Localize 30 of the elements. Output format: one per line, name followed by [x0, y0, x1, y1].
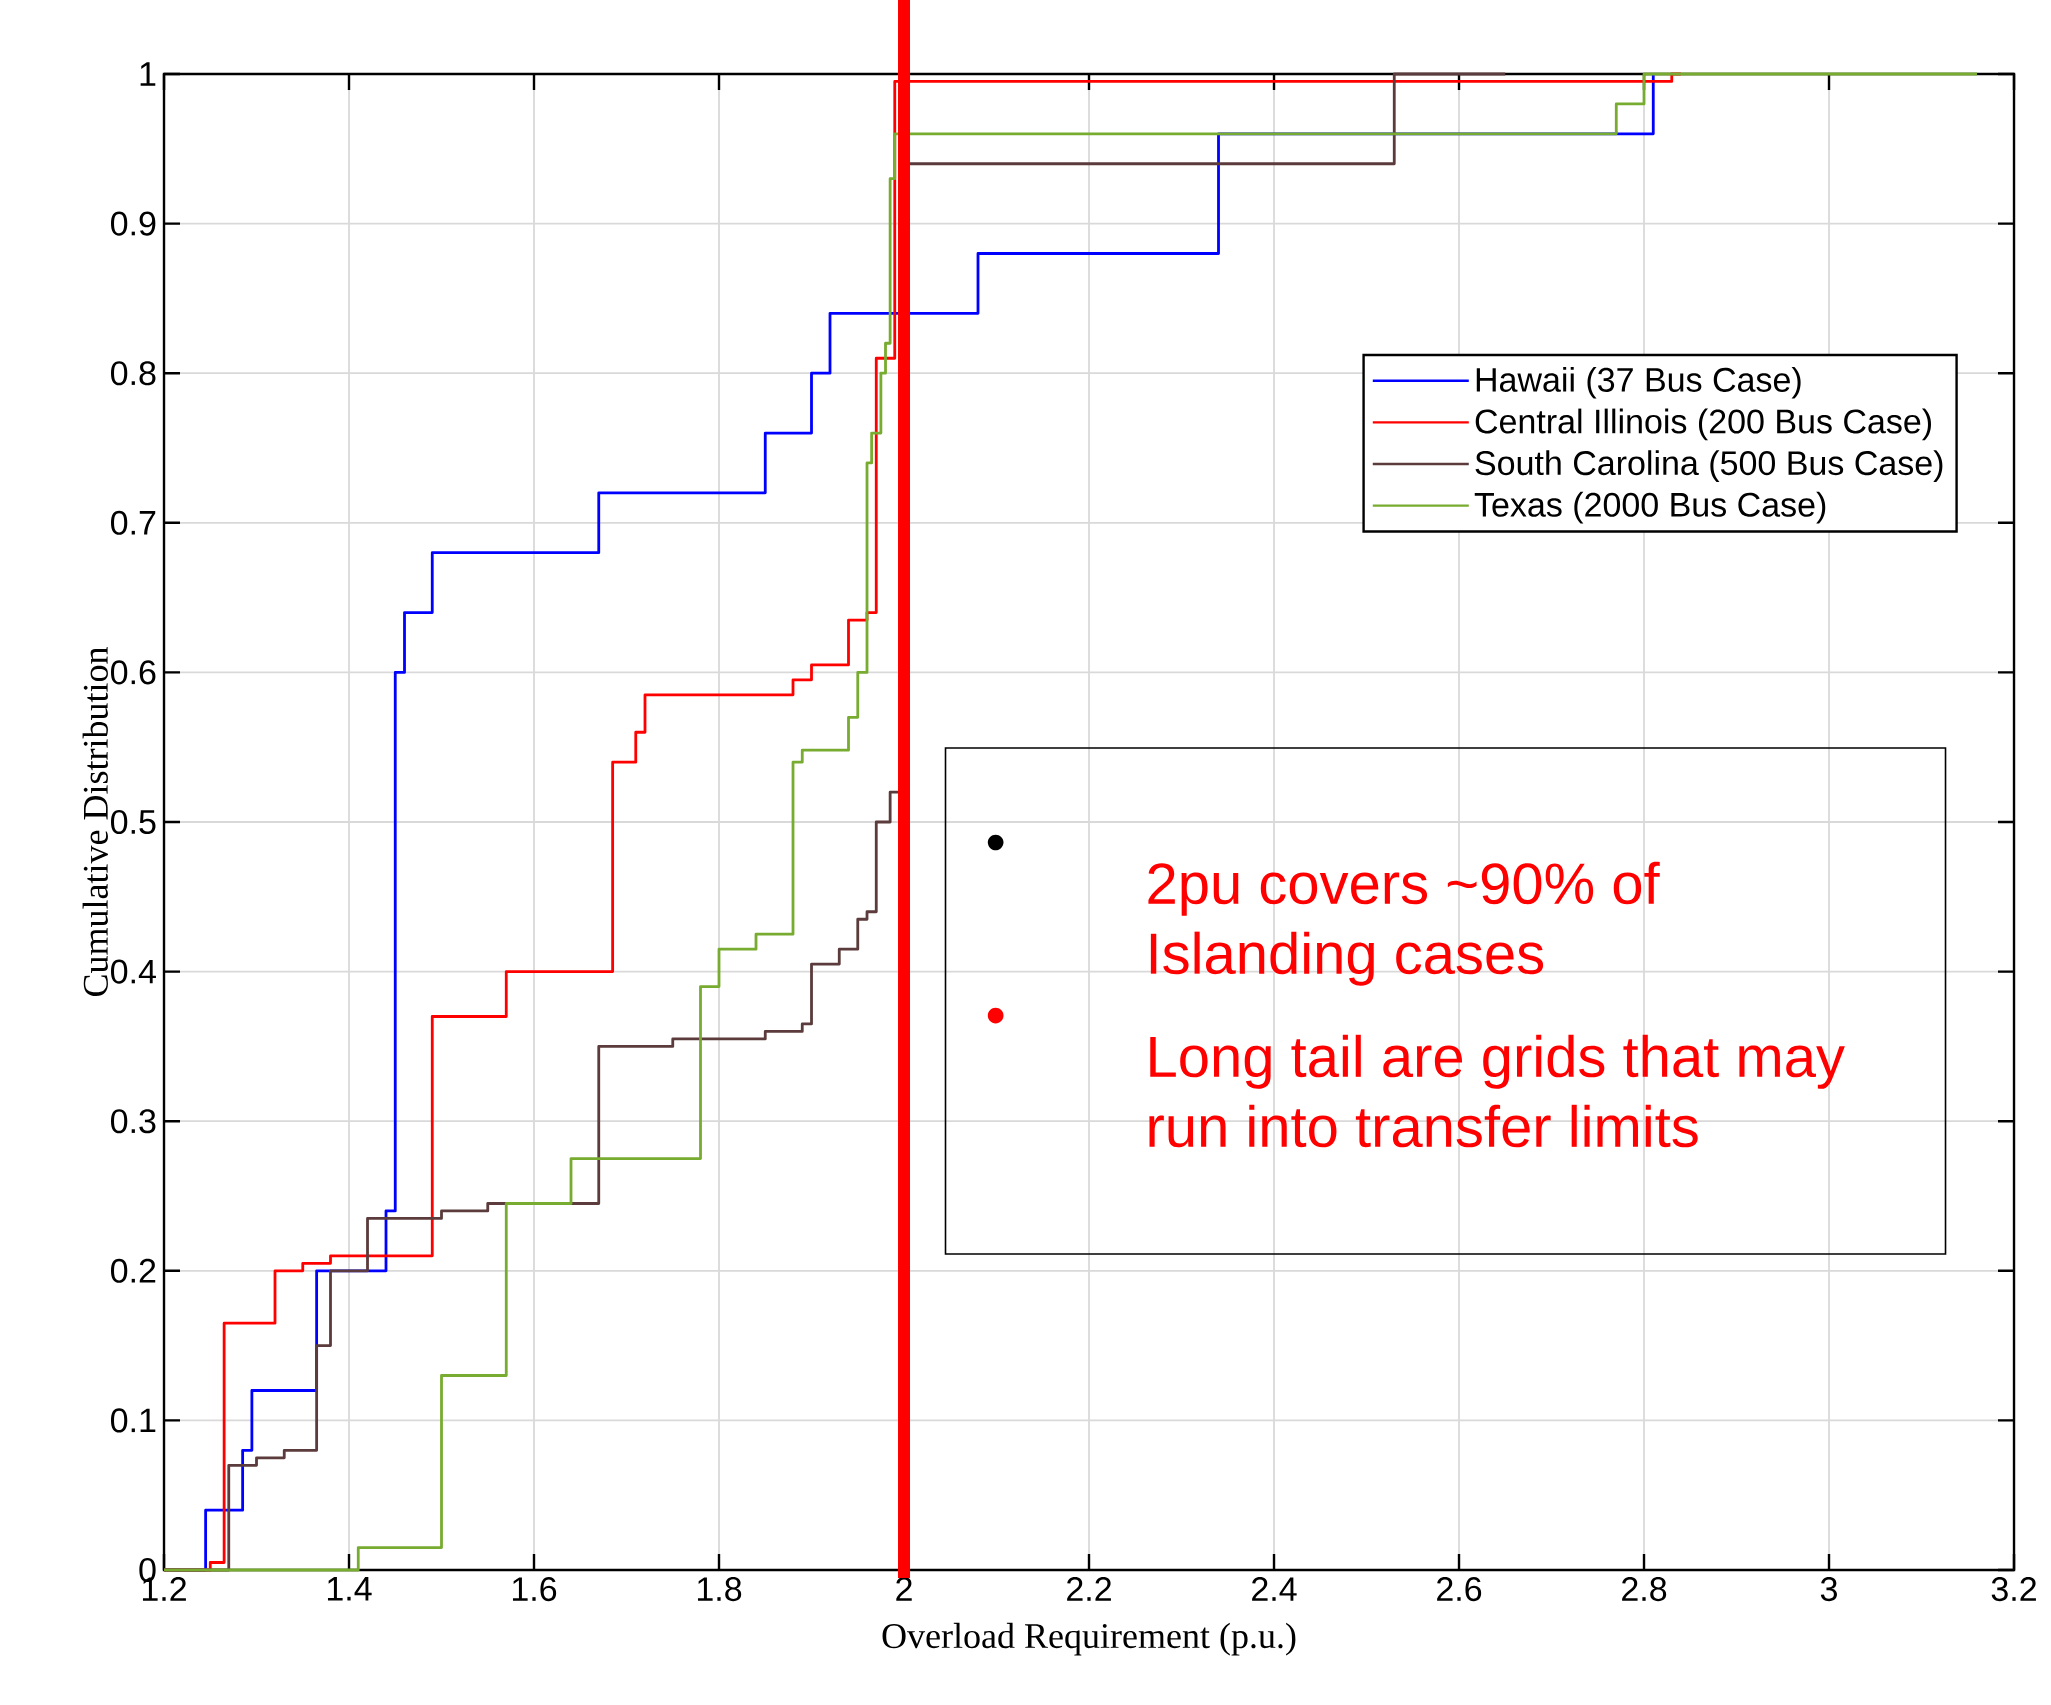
x-tick-label: 1.8 — [697, 1577, 742, 1602]
x-tick-label: 2.6 — [1437, 1577, 1482, 1602]
y-axis-title: Cumulative Distribution — [82, 647, 108, 997]
y-tick-label: 0.1 — [110, 1408, 156, 1433]
legend-label: Central Illinois (200 Bus Case) — [1475, 408, 1931, 441]
x-tick-label: 2.8 — [1622, 1577, 1667, 1602]
y-tick-label: 1 — [140, 62, 156, 86]
annotation: 2pu covers ~90% of Islanding cases — [1148, 861, 1660, 986]
annotation: Long tail are grids that may run into transfer limits — [1149, 1034, 1845, 1148]
legend-label: South Carolina (500 Bus Case) — [1475, 450, 1943, 482]
y-tick-label: 0.3 — [110, 1109, 156, 1134]
y-tick-label: 0.6 — [110, 660, 156, 685]
y-tick-label: 0.2 — [110, 1258, 156, 1283]
x-tick-label: 2 — [896, 1577, 912, 1601]
legend-label: Texas (2000 Bus Case) — [1474, 491, 1826, 524]
annotation: • — [987, 834, 1004, 851]
y-tick-label: 0.7 — [110, 510, 156, 535]
x-axis-title: Overload Requirement (p.u.) — [882, 1622, 1296, 1656]
x-tick-label: 2.4 — [1252, 1577, 1297, 1601]
legend-label: Hawaii (37 Bus Case) — [1476, 366, 1801, 399]
x-tick-label: 3 — [1820, 1577, 1837, 1602]
annotation: • — [987, 1007, 1004, 1024]
x-tick-label: 1.6 — [512, 1577, 557, 1602]
y-tick-label: 0.8 — [110, 361, 156, 386]
x-tick-label: 1.4 — [327, 1577, 372, 1601]
x-tick-label: 3.2 — [1991, 1577, 2036, 1602]
y-tick-label: 0.4 — [110, 959, 156, 984]
x-tick-label: 2.2 — [1067, 1577, 1111, 1601]
y-tick-label: 0.5 — [110, 809, 156, 835]
y-tick-label: 0.9 — [110, 211, 156, 236]
